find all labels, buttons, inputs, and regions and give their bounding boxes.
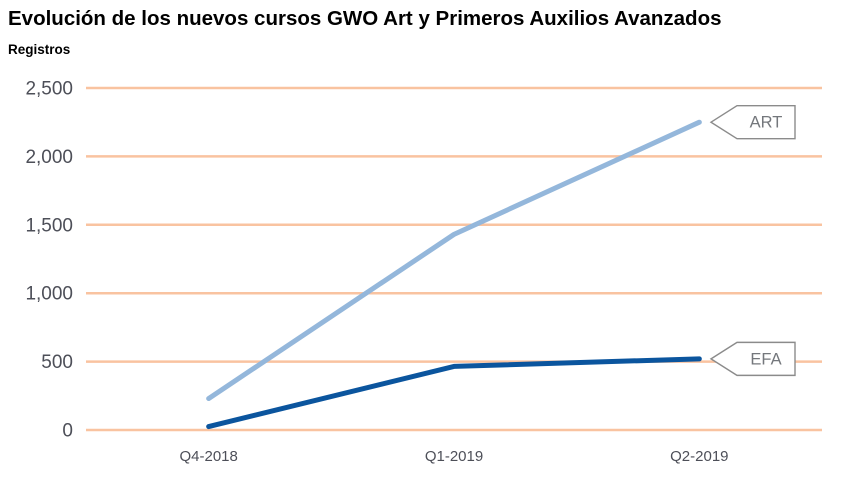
x-tick-label: Q1-2019 — [425, 448, 483, 465]
y-tick-label: 0 — [62, 421, 73, 442]
series-callout-art — [709, 105, 796, 140]
x-tick-label: Q2-2019 — [670, 448, 728, 465]
series-callout-label-art: ART — [750, 114, 783, 132]
series-line-art — [206, 119, 702, 402]
y-tick-label: 1,000 — [25, 284, 73, 305]
chart-title: Evolución de los nuevos cursos GWO Art y… — [8, 7, 722, 30]
y-tick-label: 2,500 — [25, 79, 73, 100]
chart-y-axis-unit-label: Registros — [8, 42, 71, 57]
y-tick-label: 500 — [41, 352, 73, 373]
series-callout-efa — [709, 341, 796, 377]
x-tick-label: Q4-2018 — [179, 448, 237, 465]
y-tick-label: 2,000 — [25, 147, 73, 168]
series-callout-label-efa: EFA — [750, 350, 781, 368]
series-line-efa — [206, 356, 702, 430]
y-tick-label: 1,500 — [25, 215, 73, 236]
